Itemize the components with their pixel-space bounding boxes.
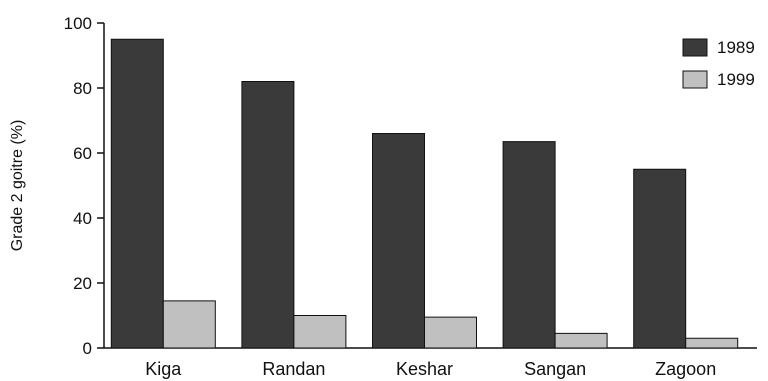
bar-1999-sangan [554,332,608,349]
bar-1989-sangan [502,141,556,349]
bars [110,38,739,349]
x-category-label: Kiga [145,359,182,379]
y-tick-label: 40 [73,209,92,228]
legend-label: 1999 [717,70,755,89]
y-tick-label: 60 [73,144,92,163]
y-ticks: 0 20 40 60 80 100 [64,14,104,358]
y-tick-label: 20 [73,274,92,293]
x-category-label: Randan [262,359,325,379]
category-labels: Kiga Randan Keshar Sangan Zagoon [145,359,716,379]
legend-label: 1989 [717,38,755,57]
bar-1999-keshar [424,316,477,349]
bar-1999-randan [293,315,347,349]
y-tick-label: 0 [83,339,92,358]
x-category-label: Keshar [396,359,453,379]
x-category-label: Sangan [524,359,586,379]
y-axis-title: Grade 2 goitre (%) [9,120,26,252]
bar-1989-kiga [110,38,164,349]
bar-1999-kiga [162,300,216,349]
legend-swatch [682,70,708,89]
y-tick-label: 80 [73,79,92,98]
bar-1989-keshar [372,133,425,349]
bar-1989-randan [241,81,295,349]
x-category-label: Zagoon [655,359,716,379]
legend-swatch [682,38,708,57]
legend: 1989 1999 [682,38,755,89]
bar-1999-zagoon [685,337,739,349]
bar-1989-zagoon [633,168,687,349]
y-tick-label: 100 [64,14,92,33]
